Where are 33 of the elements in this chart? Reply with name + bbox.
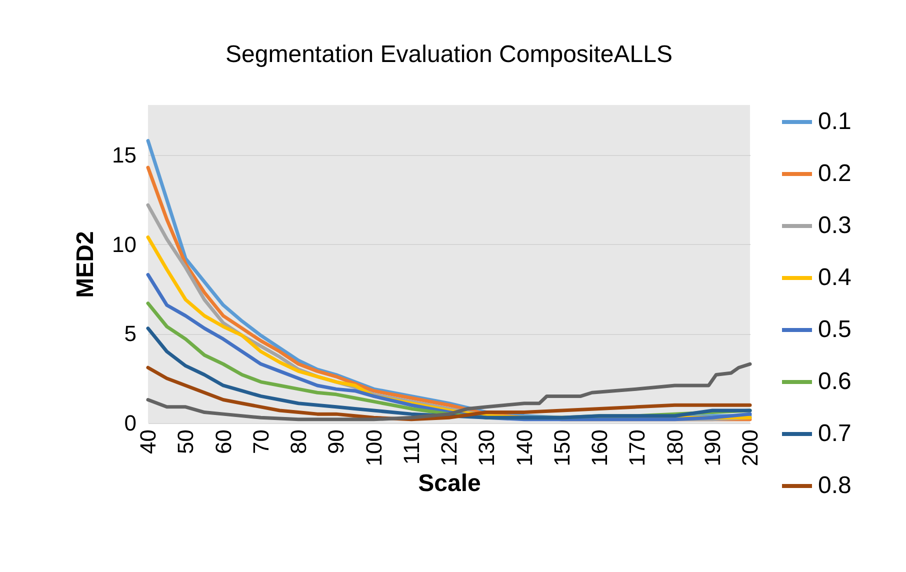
- legend-label: 0.4: [818, 264, 852, 291]
- x-tick-label: 90: [324, 430, 349, 454]
- legend-label: 0.6: [818, 368, 852, 395]
- x-tick-label: 190: [700, 430, 725, 466]
- y-tick-label: 10: [112, 232, 136, 257]
- x-tick-label: 70: [248, 430, 274, 454]
- x-tick-label: 100: [361, 430, 386, 466]
- y-tick-label: 0: [124, 410, 136, 436]
- x-tick-label: 120: [436, 430, 462, 466]
- y-tick-label: 5: [124, 321, 136, 346]
- y-tick-label: 15: [112, 142, 136, 168]
- x-tick-label: 150: [549, 430, 574, 466]
- chart-title: Segmentation Evaluation CompositeALLS: [226, 41, 672, 68]
- line-series: [146, 326, 752, 420]
- x-tick-label: 110: [398, 430, 424, 465]
- legend-label: 0.3: [818, 212, 852, 239]
- x-tick-label: 130: [474, 430, 500, 466]
- x-tick-label: 80: [286, 430, 311, 454]
- x-tick-label: 160: [587, 430, 612, 466]
- x-tick-label: 50: [173, 430, 198, 454]
- legend-label: 0.1: [818, 108, 852, 135]
- x-axis-title: Scale: [418, 470, 481, 498]
- legend-label: 0.2: [818, 160, 852, 187]
- y-axis-title: MED2: [72, 231, 100, 298]
- legend-label: 0.7: [818, 420, 852, 447]
- x-tick-label: 200: [738, 430, 762, 466]
- x-tick-label: 140: [512, 430, 537, 466]
- legend-label: 0.8: [818, 472, 852, 499]
- x-tick-label: 60: [210, 430, 236, 454]
- x-tick-label: 40: [136, 430, 160, 454]
- x-tick-label: 170: [624, 430, 650, 466]
- x-tick-label: 180: [662, 430, 688, 466]
- legend-label: 0.5: [818, 316, 852, 343]
